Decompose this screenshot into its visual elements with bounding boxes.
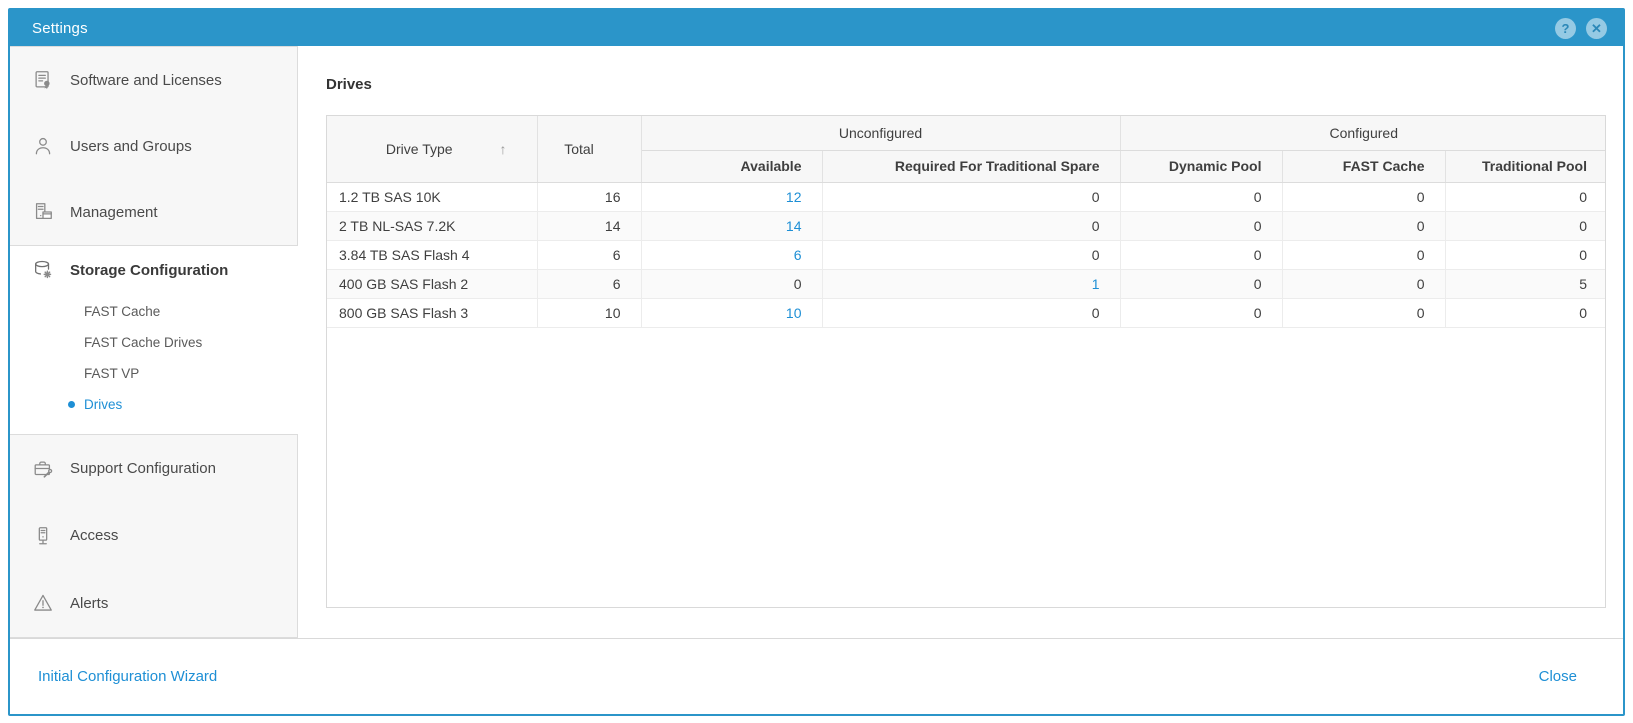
sort-ascending-icon: ↑ (499, 140, 507, 157)
cell-available-link[interactable]: 6 (641, 240, 823, 270)
cell-fast-cache: 0 (1282, 211, 1446, 241)
cell-total: 10 (537, 298, 642, 328)
sidebar-subitem-fast-vp[interactable]: FAST VP (10, 358, 298, 389)
access-icon (38, 527, 48, 545)
storage-icon (35, 260, 52, 279)
users-icon (35, 137, 51, 155)
sidebar-item-users-and-groups[interactable]: Users and Groups (10, 113, 297, 179)
cell-traditional-pool: 0 (1445, 298, 1605, 328)
sidebar-group-top: Software and Licenses Users and Groups (10, 46, 298, 246)
column-header-drive-type[interactable]: Drive Type ↑ (327, 116, 538, 183)
sidebar-item-label: Access (70, 527, 119, 545)
content-area: Drives Drive Type ↑ Total (298, 46, 1623, 638)
column-header-available[interactable]: Available (641, 150, 823, 183)
close-button[interactable]: Close (1538, 668, 1577, 685)
sidebar-item-label: Users and Groups (70, 137, 192, 155)
sidebar-item-label: Support Configuration (70, 460, 216, 478)
close-icon[interactable]: ✕ (1586, 17, 1607, 39)
group-header-configured: Configured (1120, 116, 1605, 151)
cell-available: 0 (641, 269, 823, 299)
sidebar-subitem-drives[interactable]: Drives (10, 389, 298, 420)
sidebar-item-storage-configuration[interactable]: Storage Configuration (10, 252, 298, 288)
sidebar-item-label: Alerts (70, 594, 109, 612)
cell-drive-type: 3.84 TB SAS Flash 4 (327, 240, 538, 270)
cell-drive-type: 1.2 TB SAS 10K (327, 182, 538, 212)
sidebar-item-software-and-licenses[interactable]: Software and Licenses (10, 47, 297, 113)
support-icon (34, 461, 53, 478)
cell-total: 14 (537, 211, 642, 241)
cell-required-spare: 0 (822, 182, 1121, 212)
storage-sub-list: FAST Cache FAST Cache Drives FAST VP Dri… (10, 296, 298, 420)
cell-drive-type: 2 TB NL-SAS 7.2K (327, 211, 538, 241)
sidebar-item-label: Software and Licenses (70, 71, 222, 89)
cell-dynamic-pool: 0 (1120, 211, 1283, 241)
sidebar-subitem-fast-cache-drives[interactable]: FAST Cache Drives (10, 327, 298, 358)
cell-fast-cache: 0 (1282, 240, 1446, 270)
table-row[interactable]: 800 GB SAS Flash 3 10 10 0 0 0 0 (327, 298, 1605, 328)
cell-required-spare: 0 (822, 211, 1121, 241)
selected-dot-icon (68, 401, 75, 408)
column-header-dynamic-pool[interactable]: Dynamic Pool (1120, 150, 1283, 183)
subitem-label: FAST Cache (84, 304, 161, 319)
table-row[interactable]: 3.84 TB SAS Flash 4 6 6 0 0 0 0 (327, 240, 1605, 270)
cell-required-spare: 0 (822, 298, 1121, 328)
sidebar-item-label: Management (70, 203, 158, 221)
cell-drive-type: 400 GB SAS Flash 2 (327, 269, 538, 299)
cell-fast-cache: 0 (1282, 182, 1446, 212)
sidebar-item-management[interactable]: Management (10, 179, 297, 245)
cell-fast-cache: 0 (1282, 269, 1446, 299)
sidebar-item-label: Storage Configuration (70, 261, 229, 279)
cell-dynamic-pool: 0 (1120, 182, 1283, 212)
drives-table: Drive Type ↑ Total Unconfigured Configur… (327, 116, 1605, 328)
cell-fast-cache: 0 (1282, 298, 1446, 328)
cell-available-link[interactable]: 12 (641, 182, 823, 212)
cell-available-link[interactable]: 10 (641, 298, 823, 328)
cell-traditional-pool: 0 (1445, 182, 1605, 212)
page-title: Drives (326, 76, 372, 93)
table-row[interactable]: 1.2 TB SAS 10K 16 12 0 0 0 0 (327, 182, 1605, 212)
drives-table-panel: Drive Type ↑ Total Unconfigured Configur… (326, 115, 1606, 608)
sidebar-item-access[interactable]: Access (10, 502, 297, 569)
column-header-traditional-pool[interactable]: Traditional Pool (1445, 150, 1605, 183)
table-row[interactable]: 2 TB NL-SAS 7.2K 14 14 0 0 0 0 (327, 211, 1605, 241)
settings-dialog: Settings ? ✕ Software and Licenses (8, 8, 1625, 716)
cell-available-link[interactable]: 14 (641, 211, 823, 241)
cell-total: 16 (537, 182, 642, 212)
dialog-body: Software and Licenses Users and Groups (10, 46, 1623, 638)
cell-total: 6 (537, 269, 642, 299)
dialog-title: Settings (32, 19, 88, 37)
sidebar-group-bottom: Support Configuration Access (10, 434, 298, 638)
cell-traditional-pool: 0 (1445, 240, 1605, 270)
subitem-label: FAST VP (84, 366, 140, 381)
sidebar: Software and Licenses Users and Groups (10, 46, 298, 638)
cell-dynamic-pool: 0 (1120, 240, 1283, 270)
title-bar: Settings ? ✕ (10, 10, 1623, 46)
cell-total: 6 (537, 240, 642, 270)
sidebar-section-storage: Storage Configuration FAST Cache FAST Ca… (10, 246, 298, 434)
sidebar-item-support-configuration[interactable]: Support Configuration (10, 435, 297, 502)
sidebar-subitem-fast-cache[interactable]: FAST Cache (10, 296, 298, 327)
subitem-label: FAST Cache Drives (84, 335, 203, 350)
sidebar-item-alerts[interactable]: Alerts (10, 570, 297, 637)
cell-traditional-pool: 0 (1445, 211, 1605, 241)
cell-dynamic-pool: 0 (1120, 269, 1283, 299)
alerts-icon (34, 595, 52, 612)
footer-bar: Initial Configuration Wizard Close (10, 638, 1623, 714)
cell-dynamic-pool: 0 (1120, 298, 1283, 328)
column-header-total[interactable]: Total (537, 116, 642, 183)
cell-drive-type: 800 GB SAS Flash 3 (327, 298, 538, 328)
subitem-label: Drives (84, 397, 123, 412)
cell-required-spare: 0 (822, 240, 1121, 270)
table-row[interactable]: 400 GB SAS Flash 2 6 0 1 0 0 5 (327, 269, 1605, 299)
license-icon (35, 71, 50, 90)
column-header-fast-cache[interactable]: FAST Cache (1282, 150, 1446, 183)
help-icon[interactable]: ? (1555, 17, 1576, 39)
column-header-label: Drive Type (385, 140, 453, 157)
cell-required-spare-link[interactable]: 1 (822, 269, 1121, 299)
initial-configuration-wizard-link[interactable]: Initial Configuration Wizard (38, 668, 218, 685)
management-icon (35, 203, 52, 220)
cell-traditional-pool: 5 (1445, 269, 1605, 299)
group-header-unconfigured: Unconfigured (641, 116, 1121, 151)
column-header-required-spare[interactable]: Required For Traditional Spare (822, 150, 1121, 183)
